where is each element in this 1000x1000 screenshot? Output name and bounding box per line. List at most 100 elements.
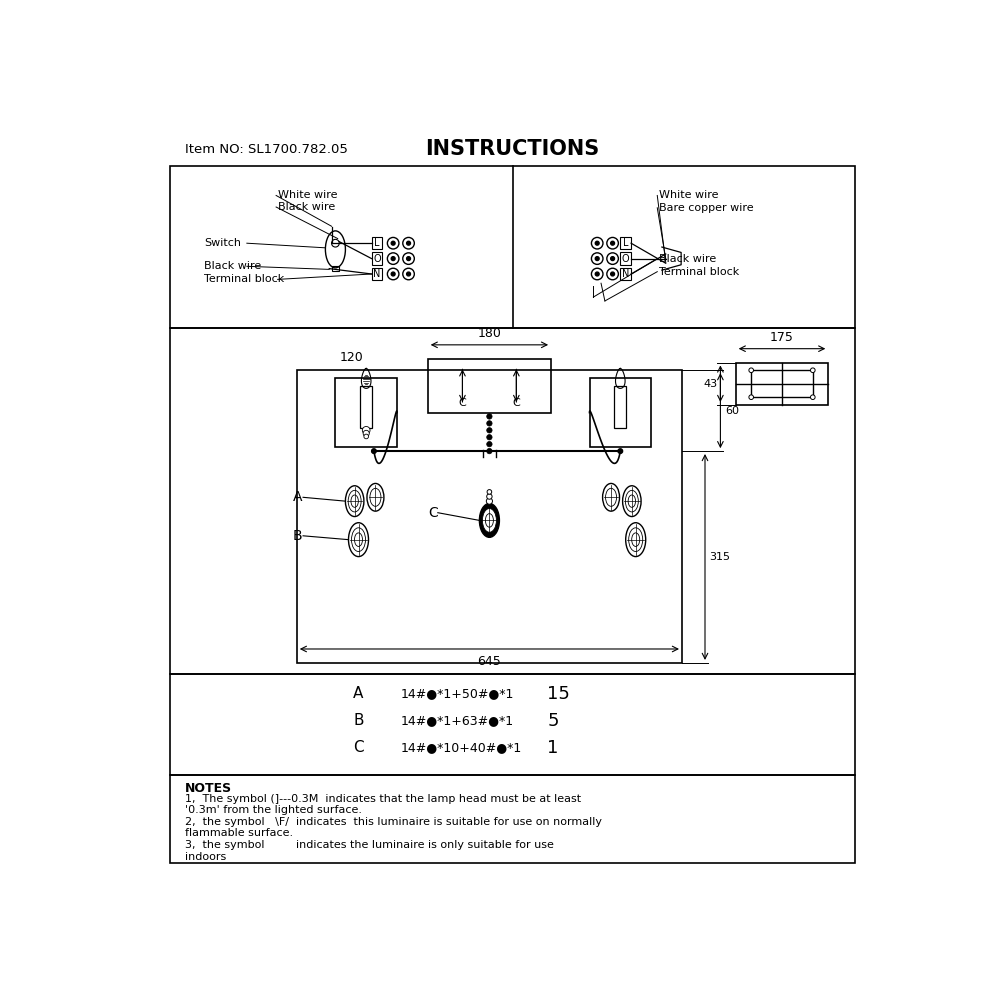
- Circle shape: [810, 395, 815, 400]
- Circle shape: [364, 434, 369, 439]
- Text: NOTES: NOTES: [185, 782, 232, 795]
- Text: 645: 645: [478, 655, 501, 668]
- Circle shape: [607, 237, 618, 249]
- Circle shape: [387, 253, 399, 264]
- Text: C: C: [459, 398, 466, 408]
- Circle shape: [387, 268, 399, 280]
- Text: 14#●*1+50#●*1: 14#●*1+50#●*1: [401, 687, 514, 700]
- Text: INSTRUCTIONS: INSTRUCTIONS: [425, 139, 600, 159]
- Circle shape: [749, 368, 754, 373]
- Bar: [736, 363, 828, 405]
- Circle shape: [611, 257, 615, 261]
- Circle shape: [403, 268, 414, 280]
- Ellipse shape: [345, 486, 364, 517]
- Ellipse shape: [623, 486, 641, 517]
- Bar: [620, 252, 631, 265]
- Circle shape: [595, 272, 599, 276]
- Text: 14#●*10+40#●*1: 14#●*10+40#●*1: [401, 741, 522, 754]
- Bar: [297, 370, 682, 663]
- Text: Terminal block: Terminal block: [205, 274, 285, 284]
- Circle shape: [391, 272, 395, 276]
- Text: L: L: [374, 238, 380, 248]
- Text: 43: 43: [703, 379, 717, 389]
- Ellipse shape: [348, 490, 361, 512]
- Text: C: C: [353, 740, 364, 755]
- Text: 175: 175: [770, 331, 794, 344]
- Text: Item NO: SL1700.782.05: Item NO: SL1700.782.05: [185, 143, 348, 156]
- Ellipse shape: [482, 509, 496, 532]
- Text: O: O: [373, 254, 381, 264]
- Ellipse shape: [629, 528, 643, 552]
- Circle shape: [487, 414, 492, 419]
- Text: 15: 15: [547, 685, 570, 703]
- Circle shape: [487, 435, 492, 440]
- Text: N: N: [622, 269, 629, 279]
- Circle shape: [487, 428, 492, 433]
- Ellipse shape: [632, 533, 640, 546]
- Circle shape: [749, 395, 754, 400]
- Circle shape: [487, 441, 492, 447]
- Circle shape: [363, 430, 369, 436]
- Circle shape: [407, 241, 410, 245]
- Text: Terminal block: Terminal block: [659, 267, 739, 277]
- Text: White wire: White wire: [278, 190, 337, 200]
- Ellipse shape: [485, 514, 493, 527]
- Circle shape: [487, 494, 492, 499]
- Text: A: A: [293, 490, 303, 504]
- Text: White wire: White wire: [659, 190, 718, 200]
- Bar: [372, 268, 382, 280]
- Text: Switch: Switch: [205, 238, 242, 248]
- Ellipse shape: [351, 528, 366, 552]
- Bar: [170, 774, 855, 863]
- Bar: [614, 386, 626, 428]
- Bar: [332, 266, 339, 271]
- Text: C: C: [512, 398, 520, 408]
- Text: 315: 315: [710, 552, 731, 562]
- Text: Bare copper wire: Bare copper wire: [659, 203, 753, 213]
- Circle shape: [407, 257, 410, 261]
- Circle shape: [403, 253, 414, 264]
- Text: indoors: indoors: [185, 852, 226, 861]
- Bar: [170, 674, 855, 774]
- Text: '0.3m' from the lighted surface.: '0.3m' from the lighted surface.: [185, 805, 362, 815]
- Circle shape: [607, 253, 618, 264]
- Circle shape: [391, 257, 395, 261]
- Bar: [360, 386, 372, 428]
- Circle shape: [618, 449, 623, 453]
- Text: A: A: [353, 686, 364, 701]
- Text: 3,  the symbol         indicates the luminaire is only suitable for use: 3, the symbol indicates the luminaire is…: [185, 840, 554, 850]
- Text: O: O: [622, 254, 630, 264]
- Ellipse shape: [325, 231, 345, 268]
- Text: B: B: [353, 713, 364, 728]
- Ellipse shape: [351, 495, 358, 507]
- Circle shape: [487, 448, 492, 454]
- Circle shape: [591, 253, 603, 264]
- Ellipse shape: [626, 523, 646, 557]
- Text: flammable surface.: flammable surface.: [185, 828, 293, 838]
- Circle shape: [387, 237, 399, 249]
- Circle shape: [810, 368, 815, 373]
- Circle shape: [486, 498, 492, 504]
- Bar: [170, 166, 855, 328]
- Text: 1: 1: [547, 739, 559, 757]
- Circle shape: [362, 426, 370, 434]
- Text: Black wire: Black wire: [278, 202, 335, 212]
- Circle shape: [372, 449, 376, 453]
- Ellipse shape: [354, 533, 363, 546]
- Text: 180: 180: [477, 327, 501, 340]
- Ellipse shape: [367, 483, 384, 511]
- Circle shape: [595, 241, 599, 245]
- Ellipse shape: [348, 523, 369, 557]
- Text: 14#●*1+63#●*1: 14#●*1+63#●*1: [401, 714, 514, 727]
- Bar: [170, 328, 855, 674]
- Text: 2,  the symbol   \F/  indicates  this luminaire is suitable for use on normally: 2, the symbol \F/ indicates this luminai…: [185, 817, 602, 827]
- Text: 5: 5: [547, 712, 559, 730]
- Text: C: C: [428, 506, 438, 520]
- Circle shape: [391, 241, 395, 245]
- Circle shape: [611, 241, 615, 245]
- Circle shape: [487, 490, 492, 494]
- Circle shape: [407, 272, 410, 276]
- Circle shape: [487, 421, 492, 426]
- Bar: [620, 268, 631, 280]
- Ellipse shape: [628, 495, 636, 507]
